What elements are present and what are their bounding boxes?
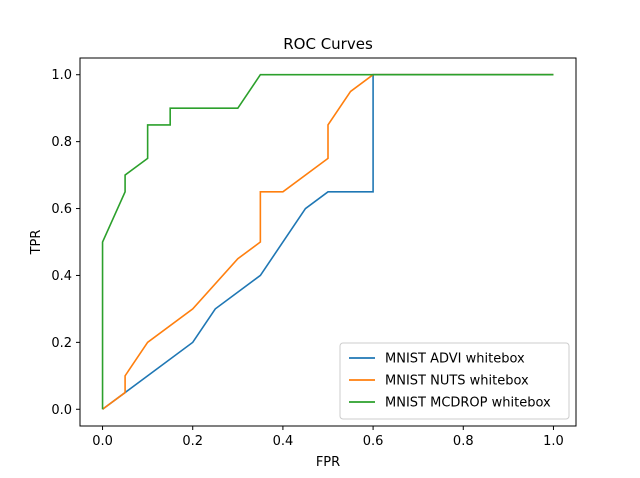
x-tick-label: 1.0: [543, 434, 564, 449]
chart-title: ROC Curves: [283, 35, 373, 53]
legend-label: MNIST MCDROP whitebox: [385, 396, 551, 411]
y-tick-label: 0.8: [51, 135, 72, 150]
y-tick-label: 0.6: [51, 202, 72, 217]
legend: MNIST ADVI whitebox MNIST NUTS whitebox MN…: [339, 342, 570, 420]
y-tick-label: 1.0: [51, 68, 72, 83]
y-axis-label: TPR: [29, 230, 44, 256]
legend-label: MNIST NUTS whitebox: [385, 374, 529, 389]
x-tick-label: 0.0: [92, 434, 113, 449]
series-line-mnist-nuts-whitebox: [102, 73, 554, 410]
legend-label: MNIST ADVI whitebox: [385, 352, 525, 367]
legend-box: [339, 342, 570, 420]
x-axis-label: FPR: [316, 455, 340, 470]
y-axis: 0.0 0.2 0.4 0.6 0.8 1.0: [51, 68, 80, 418]
series-line-mnist-advi-whitebox: [102, 73, 554, 410]
series-line-mnist-mcdrop-whitebox: [101, 73, 554, 410]
y-tick-label: 0.0: [51, 403, 72, 418]
plot-area: [101, 73, 554, 410]
y-tick-label: 0.2: [51, 336, 72, 351]
x-tick-label: 0.8: [453, 434, 474, 449]
x-tick-label: 0.6: [363, 434, 384, 449]
x-tick-label: 0.2: [182, 434, 203, 449]
plot-frame: [79, 57, 577, 427]
y-tick-label: 0.4: [51, 269, 72, 284]
x-tick-label: 0.4: [273, 434, 294, 449]
x-axis: 0.0 0.2 0.4 0.6 0.8 1.0: [92, 426, 564, 449]
